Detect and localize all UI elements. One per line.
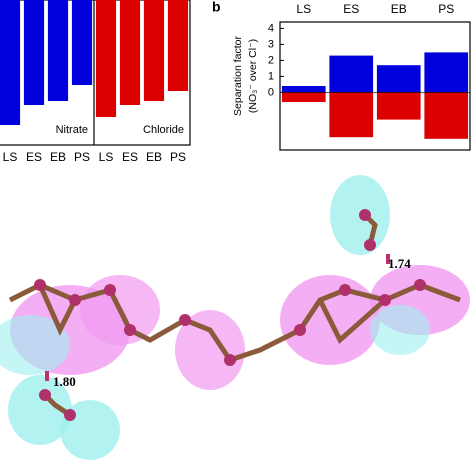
panel-label: b [212, 0, 221, 15]
distance-label: 1.74 [388, 256, 411, 271]
y-tick-label: 2 [268, 54, 274, 66]
bar [71, 0, 93, 85]
y-axis-label: (NO₃⁻ over Cl⁻) [247, 39, 259, 113]
bar [329, 92, 374, 138]
bar [47, 0, 69, 101]
bar [119, 0, 141, 105]
series-label: Chloride [143, 124, 184, 136]
x-tick-label: ES [343, 2, 359, 16]
y-tick-label: 1 [268, 70, 274, 82]
bar [23, 0, 45, 105]
x-tick-label: EB [50, 150, 66, 164]
distance-label: 1.80 [53, 374, 76, 389]
x-tick-label: ES [122, 150, 138, 164]
plot-frame [279, 21, 471, 151]
bar [329, 55, 374, 93]
y-tick-label: 0 [268, 86, 274, 98]
x-tick-label: ES [26, 150, 42, 164]
y-tick-label: 3 [268, 38, 274, 50]
x-tick-label: EB [146, 150, 162, 164]
x-tick-label: PS [74, 150, 90, 164]
y-axis-label: Separation factor [232, 36, 244, 116]
x-tick-label: PS [170, 150, 186, 164]
x-tick-label: LS [296, 2, 311, 16]
x-tick-label: LS [99, 150, 114, 164]
bar [376, 92, 421, 120]
bar [143, 0, 165, 101]
bar [424, 52, 469, 93]
molecule-image: 1.80 1.74 [0, 175, 474, 474]
bar [281, 92, 326, 102]
x-tick-label: EB [391, 2, 407, 16]
x-tick-label: PS [438, 2, 454, 16]
y-tick-label: 4 [268, 22, 274, 34]
bar [424, 92, 469, 139]
bar [281, 86, 326, 93]
bar [95, 0, 117, 117]
bar [376, 65, 421, 93]
series-label: Nitrate [56, 124, 88, 136]
bar [0, 0, 21, 125]
x-tick-label: LS [3, 150, 18, 164]
bar [167, 0, 189, 91]
